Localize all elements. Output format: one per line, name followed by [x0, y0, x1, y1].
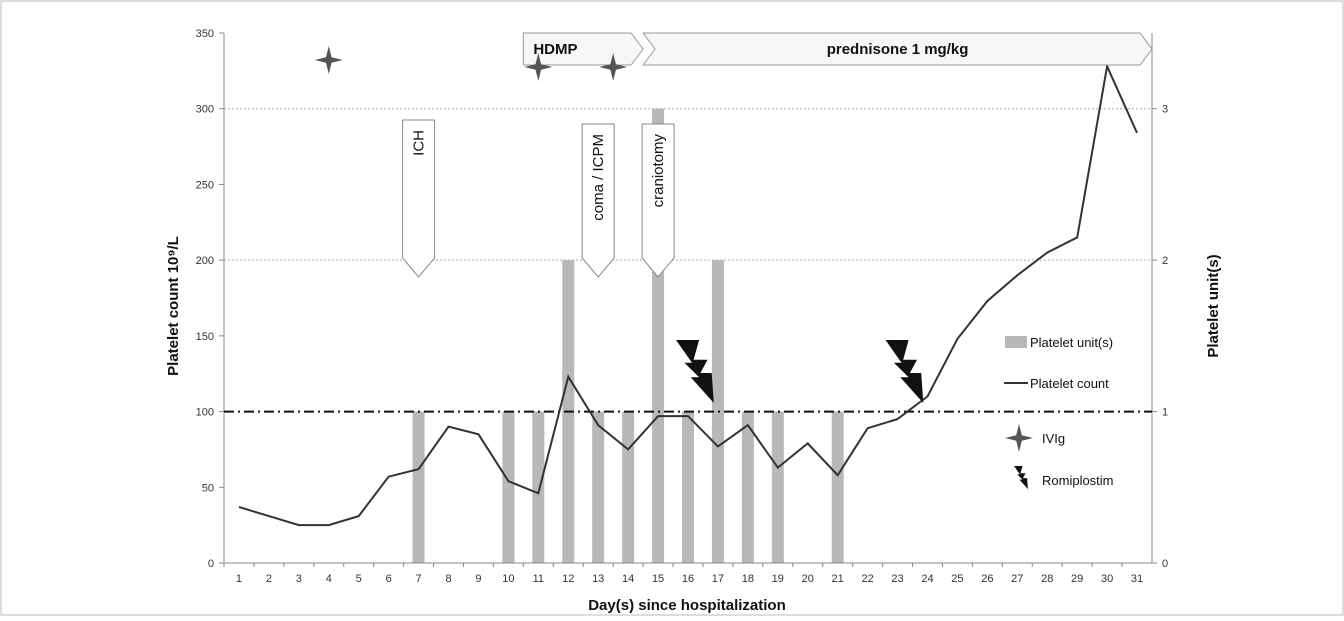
x-tick-label-17: 17 — [712, 573, 724, 585]
x-tick-label-15: 15 — [652, 573, 664, 585]
x-tick-label-11: 11 — [533, 573, 544, 585]
x-tick-label-8: 8 — [445, 573, 451, 585]
x-tick-label-31: 31 — [1131, 573, 1143, 585]
y-tick-label-100: 100 — [196, 407, 214, 419]
bar-day-18 — [741, 411, 754, 563]
legend: Platelet unit(s) Platelet count IVIg Romipl… — [1004, 335, 1114, 490]
y-tick-label-150: 150 — [196, 331, 214, 343]
x-tick-label-21: 21 — [832, 573, 844, 585]
treatment-arrows: HDMP prednisone 1 mg/kg — [522, 32, 1153, 66]
x-tick-label-30: 30 — [1101, 573, 1113, 585]
y-axis-title: Platelet count 10⁹/L — [165, 236, 182, 376]
legend-swatch-bar — [1005, 336, 1027, 348]
platelet-count-line — [238, 62, 1138, 527]
bar-day-16 — [682, 411, 694, 563]
event-markers — [314, 46, 924, 403]
x-tick-label-7: 7 — [416, 573, 422, 585]
x-tick-label-5: 5 — [356, 573, 362, 585]
bar-day-10 — [502, 411, 515, 563]
annotation-arrow-2 — [581, 123, 615, 278]
bar-day-19 — [771, 411, 784, 563]
x-tick-label-1: 1 — [236, 573, 242, 585]
legend-label-2: Platelet count — [1030, 376, 1109, 391]
event-annotations: ICH coma / ICPM craniotomy — [402, 119, 675, 278]
x-tick-label-28: 28 — [1041, 573, 1053, 585]
ivig-star-1 — [314, 46, 343, 74]
treatment-label-1: HDMP — [533, 41, 577, 58]
y-tick-label-300: 300 — [196, 104, 214, 116]
x-tick-label-22: 22 — [861, 573, 873, 585]
y2-tick-label-1: 1 — [1162, 407, 1168, 419]
y2-axis-title: Platelet unit(s) — [1205, 254, 1222, 357]
annotation-arrow-1 — [402, 119, 436, 278]
legend-label-3: IVIg — [1042, 431, 1065, 446]
x-tick-label-4: 4 — [326, 573, 332, 585]
y-tick-label-200: 200 — [196, 255, 214, 267]
x-tick-label-23: 23 — [891, 573, 903, 585]
annotation-label-3: craniotomy — [650, 134, 667, 208]
x-tick-label-29: 29 — [1071, 573, 1083, 585]
x-tick-label-2: 2 — [266, 573, 272, 585]
gridlines — [224, 108, 1152, 261]
x-tick-label-12: 12 — [562, 573, 574, 585]
y2-tick-label-2: 2 — [1162, 255, 1168, 267]
y-tick-label-50: 50 — [202, 482, 214, 494]
x-tick-label-24: 24 — [921, 573, 933, 585]
legend-swatch-bolt — [1014, 466, 1028, 490]
bar-day-7 — [412, 411, 425, 563]
x-tick-label-10: 10 — [502, 573, 514, 585]
x-tick-label-6: 6 — [386, 573, 392, 585]
annotation-label-2: coma / ICPM — [590, 134, 607, 221]
legend-label-1: Platelet unit(s) — [1030, 335, 1113, 350]
x-tick-label-14: 14 — [622, 573, 634, 585]
romiplostim-bolt-2 — [885, 340, 924, 403]
treatment-label-2: prednisone 1 mg/kg — [827, 41, 969, 58]
x-tick-label-3: 3 — [296, 573, 302, 585]
y-tick-label-0: 0 — [208, 558, 214, 570]
y-tick-label-350: 350 — [196, 28, 214, 40]
x-tick-label-13: 13 — [592, 573, 604, 585]
x-tick-label-9: 9 — [475, 573, 481, 585]
bar-day-17 — [711, 260, 724, 563]
bar-day-14 — [622, 411, 635, 563]
x-axis-title: Day(s) since hospitalization — [588, 597, 786, 614]
x-tick-label-19: 19 — [772, 573, 784, 585]
bar-day-21 — [831, 411, 844, 563]
x-tick-label-25: 25 — [951, 573, 963, 585]
platelet-count-polyline — [238, 62, 1138, 527]
y2-tick-label-3: 3 — [1162, 104, 1168, 116]
bar-day-13 — [592, 411, 605, 563]
x-tick-label-20: 20 — [802, 573, 814, 585]
y-tick-label-250: 250 — [196, 179, 214, 191]
treatment-arrow-2 — [642, 32, 1153, 66]
annotation-label-1: ICH — [411, 130, 428, 156]
bar-day-11 — [532, 411, 545, 563]
x-tick-label-26: 26 — [981, 573, 993, 585]
legend-label-4: Romiplostim — [1042, 473, 1114, 488]
ivig-star-2 — [524, 53, 553, 81]
x-tick-label-16: 16 — [682, 573, 694, 585]
annotation-arrow-3 — [641, 123, 675, 278]
ivig-star-3 — [599, 53, 628, 81]
y2-tick-label-0: 0 — [1162, 558, 1168, 570]
x-tick-label-27: 27 — [1011, 573, 1023, 585]
romiplostim-bolt-1 — [676, 340, 714, 403]
platelet-unit-bars — [412, 108, 844, 563]
x-tick-label-18: 18 — [742, 573, 754, 585]
legend-swatch-star — [1005, 424, 1033, 452]
